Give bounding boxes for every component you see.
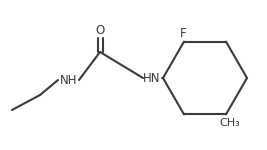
Text: HN: HN — [143, 72, 161, 84]
Text: CH₃: CH₃ — [220, 118, 240, 128]
Text: NH: NH — [60, 74, 78, 87]
Text: O: O — [95, 24, 105, 38]
Text: F: F — [180, 27, 186, 40]
